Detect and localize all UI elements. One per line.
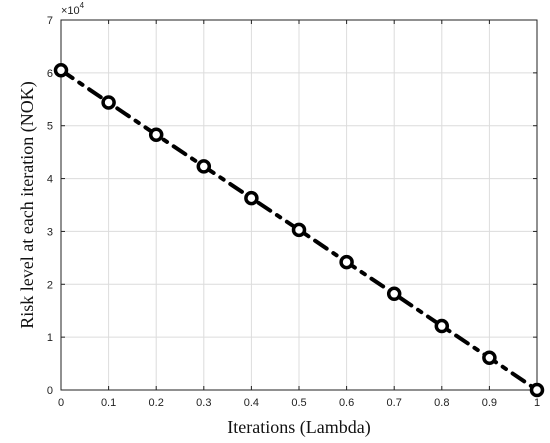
x-tick-label: 0 bbox=[58, 397, 64, 409]
data-point-marker bbox=[244, 190, 259, 206]
y-axis-exponent: ×104 bbox=[61, 1, 85, 17]
x-tick-label: 0.6 bbox=[339, 397, 354, 409]
x-tick-label: 1 bbox=[534, 397, 540, 409]
data-point-marker bbox=[482, 350, 497, 366]
data-markers bbox=[53, 62, 545, 398]
y-tick-label: 0 bbox=[47, 385, 53, 397]
x-axis-title: Iterations (Lambda) bbox=[227, 417, 370, 438]
x-tick-label: 0.4 bbox=[244, 397, 259, 409]
ticks bbox=[60, 19, 538, 391]
x-tick-labels: 0 0.1 0.2 0.3 0.4 0.5 0.6 0.7 0.8 0.9 1 bbox=[58, 397, 540, 409]
y-tick-label: 4 bbox=[47, 174, 53, 186]
data-point-marker bbox=[529, 382, 545, 398]
y-tick-label: 2 bbox=[47, 279, 53, 291]
data-point-marker bbox=[196, 159, 212, 174]
data-point-marker bbox=[53, 62, 69, 78]
y-tick-label: 1 bbox=[47, 332, 53, 344]
data-point-marker bbox=[148, 127, 164, 142]
data-point-marker bbox=[434, 318, 450, 334]
x-tick-label: 0.2 bbox=[149, 397, 164, 409]
y-tick-label: 5 bbox=[47, 121, 53, 133]
y-tick-label: 6 bbox=[47, 68, 53, 80]
y-axis-exponent-power: 4 bbox=[80, 1, 85, 10]
x-tick-label: 0.3 bbox=[196, 397, 211, 409]
x-tick-label: 0.9 bbox=[482, 397, 497, 409]
y-axis-exponent-base: ×10 bbox=[61, 5, 80, 17]
x-tick-label: 0.1 bbox=[101, 397, 116, 409]
y-axis-title: Risk level at each iteration (NOK) bbox=[17, 81, 38, 328]
y-tick-label: 7 bbox=[47, 15, 53, 27]
data-point-marker bbox=[101, 95, 116, 110]
x-tick-label: 0.5 bbox=[291, 397, 306, 409]
data-point-marker bbox=[291, 222, 307, 238]
data-point-marker bbox=[386, 286, 402, 302]
data-point-marker bbox=[339, 254, 354, 270]
y-tick-label: 3 bbox=[47, 226, 53, 238]
x-tick-label: 0.8 bbox=[434, 397, 449, 409]
y-tick-labels: 0 1 2 3 4 5 6 7 bbox=[47, 15, 53, 397]
x-tick-label: 0.7 bbox=[387, 397, 402, 409]
